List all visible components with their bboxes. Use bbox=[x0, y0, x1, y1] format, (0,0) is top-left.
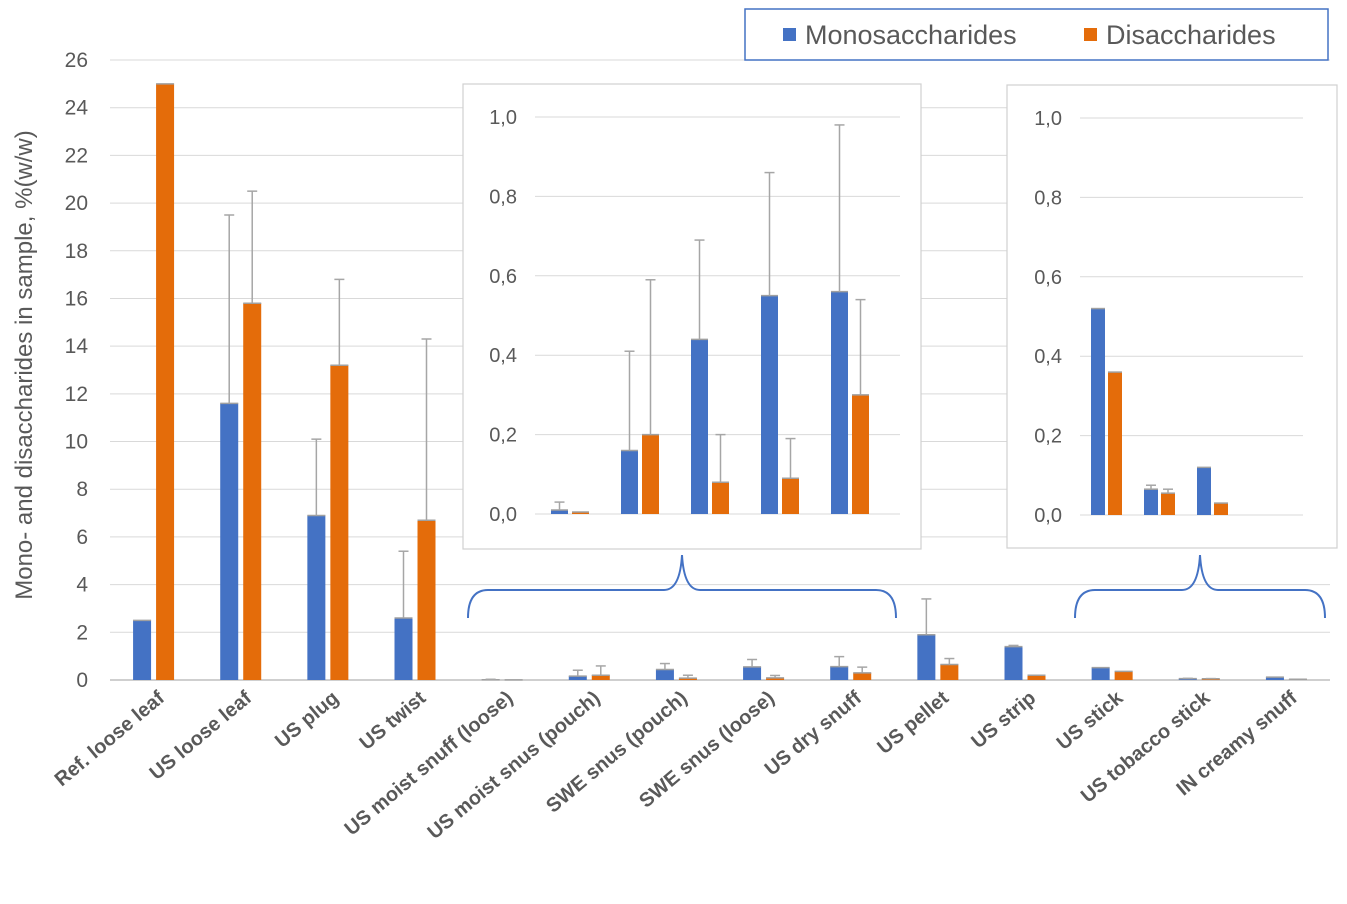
bar-monosaccharides bbox=[133, 620, 152, 680]
bar-monosaccharides bbox=[1265, 677, 1284, 680]
y-tick-label: 26 bbox=[65, 49, 88, 72]
bar-disaccharides bbox=[766, 677, 785, 680]
y-tick-label: 8 bbox=[76, 478, 88, 501]
y-tick-label: 20 bbox=[65, 192, 88, 215]
x-tick-label: SWE snus (pouch) bbox=[542, 687, 691, 817]
bar-disaccharides bbox=[417, 520, 436, 680]
inset-bar-monosaccharides bbox=[1091, 308, 1105, 515]
inset-y-tick-label: 0,6 bbox=[489, 266, 517, 288]
y-tick-label: 6 bbox=[76, 526, 88, 549]
inset-bar-disaccharides bbox=[642, 434, 659, 514]
x-tick-label: US strip bbox=[967, 687, 1040, 753]
bar-monosaccharides bbox=[830, 666, 849, 680]
bar-monosaccharides bbox=[307, 515, 326, 680]
legend-label-monosaccharides: Monosaccharides bbox=[805, 20, 1017, 50]
bar-disaccharides bbox=[940, 664, 959, 680]
inset-bar-disaccharides bbox=[1161, 493, 1175, 515]
legend: Monosaccharides Disaccharides bbox=[744, 8, 1329, 61]
inset-bar-disaccharides bbox=[1214, 503, 1228, 515]
bar-disaccharides bbox=[1114, 671, 1133, 680]
bar-disaccharides bbox=[156, 83, 175, 681]
inset-bar-disaccharides bbox=[852, 394, 869, 514]
inset-y-tick-label: 1,0 bbox=[1034, 108, 1062, 130]
y-tick-label: 4 bbox=[76, 574, 88, 597]
inset-y-tick-label: 0,0 bbox=[489, 504, 517, 526]
bar-monosaccharides bbox=[394, 618, 413, 680]
inset-y-tick-label: 0,2 bbox=[1034, 426, 1062, 448]
bar-disaccharides bbox=[330, 365, 349, 680]
inset-y-tick-label: 0,2 bbox=[489, 425, 517, 447]
brace-sticks bbox=[1074, 554, 1326, 619]
legend-label-disaccharides: Disaccharides bbox=[1106, 20, 1276, 50]
x-tick-label: US plug bbox=[271, 687, 343, 752]
inset-y-tick-label: 1,0 bbox=[489, 107, 517, 129]
inset-bar-monosaccharides bbox=[1197, 467, 1211, 515]
legend-box bbox=[744, 8, 1329, 61]
bar-disaccharides bbox=[1027, 675, 1046, 680]
inset-y-tick-label: 0,8 bbox=[1034, 187, 1062, 209]
y-tick-label: 16 bbox=[65, 287, 88, 310]
y-axis-title: Mono- and disaccharides in sample, %(w/w… bbox=[11, 130, 38, 600]
inset-y-tick-label: 0,4 bbox=[489, 345, 517, 367]
legend-swatch-disaccharides bbox=[1084, 28, 1097, 41]
inset-bar-disaccharides bbox=[712, 482, 729, 514]
bar-disaccharides bbox=[678, 678, 697, 680]
x-tick-label: US moist snuff (loose) bbox=[341, 687, 518, 840]
inset-y-tick-label: 0,0 bbox=[1034, 505, 1062, 527]
y-tick-label: 12 bbox=[65, 383, 88, 406]
y-tick-label: 2 bbox=[76, 621, 88, 644]
inset-braces bbox=[467, 554, 1326, 619]
y-tick-label: 14 bbox=[65, 335, 89, 358]
bar-disaccharides bbox=[243, 303, 262, 680]
inset-bar-monosaccharides bbox=[691, 339, 708, 514]
y-tick-label: 18 bbox=[65, 240, 88, 263]
y-tick-label: 10 bbox=[65, 431, 88, 454]
x-tick-label: US stick bbox=[1053, 686, 1128, 754]
inset-bar-monosaccharides bbox=[1144, 489, 1158, 515]
inset-bar-monosaccharides bbox=[551, 510, 568, 514]
x-tick-label: US pellet bbox=[873, 687, 953, 759]
bar-disaccharides bbox=[591, 675, 610, 680]
bar-monosaccharides bbox=[743, 666, 762, 680]
y-tick-label: 24 bbox=[65, 97, 89, 120]
inset-bar-disaccharides bbox=[782, 478, 799, 514]
bar-disaccharides bbox=[853, 672, 872, 680]
bar-monosaccharides bbox=[917, 634, 936, 680]
inset-chart-sticks: 0,0 0,2 0,4 0,6 0,8 1,0 bbox=[1006, 84, 1338, 549]
bar-monosaccharides bbox=[1091, 667, 1110, 680]
inset-y-tick-label: 0,6 bbox=[1034, 267, 1062, 289]
x-tick-label: US dry snuff bbox=[761, 687, 866, 780]
bar-monosaccharides bbox=[655, 669, 674, 680]
x-tick-label: US twist bbox=[356, 687, 431, 755]
inset-bar-disaccharides bbox=[572, 512, 589, 514]
x-tick-label: US moist snus (pouch) bbox=[424, 687, 605, 844]
inset-bar-monosaccharides bbox=[761, 295, 778, 514]
legend-swatch-monosaccharides bbox=[783, 28, 796, 41]
inset-frame bbox=[1006, 84, 1338, 549]
brace-snuff-snus bbox=[467, 554, 897, 619]
bar-monosaccharides bbox=[220, 403, 239, 680]
inset-bar-monosaccharides bbox=[831, 291, 848, 514]
bar-monosaccharides bbox=[568, 676, 587, 680]
inset-chart-snuff-snus: 0,0 0,2 0,4 0,6 0,8 1,0 bbox=[462, 83, 922, 550]
inset-y-tick-label: 0,4 bbox=[1034, 346, 1062, 368]
inset-bar-disaccharides bbox=[1108, 372, 1122, 515]
bar-monosaccharides bbox=[1004, 646, 1023, 680]
y-tick-label: 22 bbox=[65, 144, 88, 167]
y-tick-label: 0 bbox=[76, 669, 88, 692]
inset-bar-monosaccharides bbox=[621, 450, 638, 514]
inset-y-tick-label: 0,8 bbox=[489, 186, 517, 208]
